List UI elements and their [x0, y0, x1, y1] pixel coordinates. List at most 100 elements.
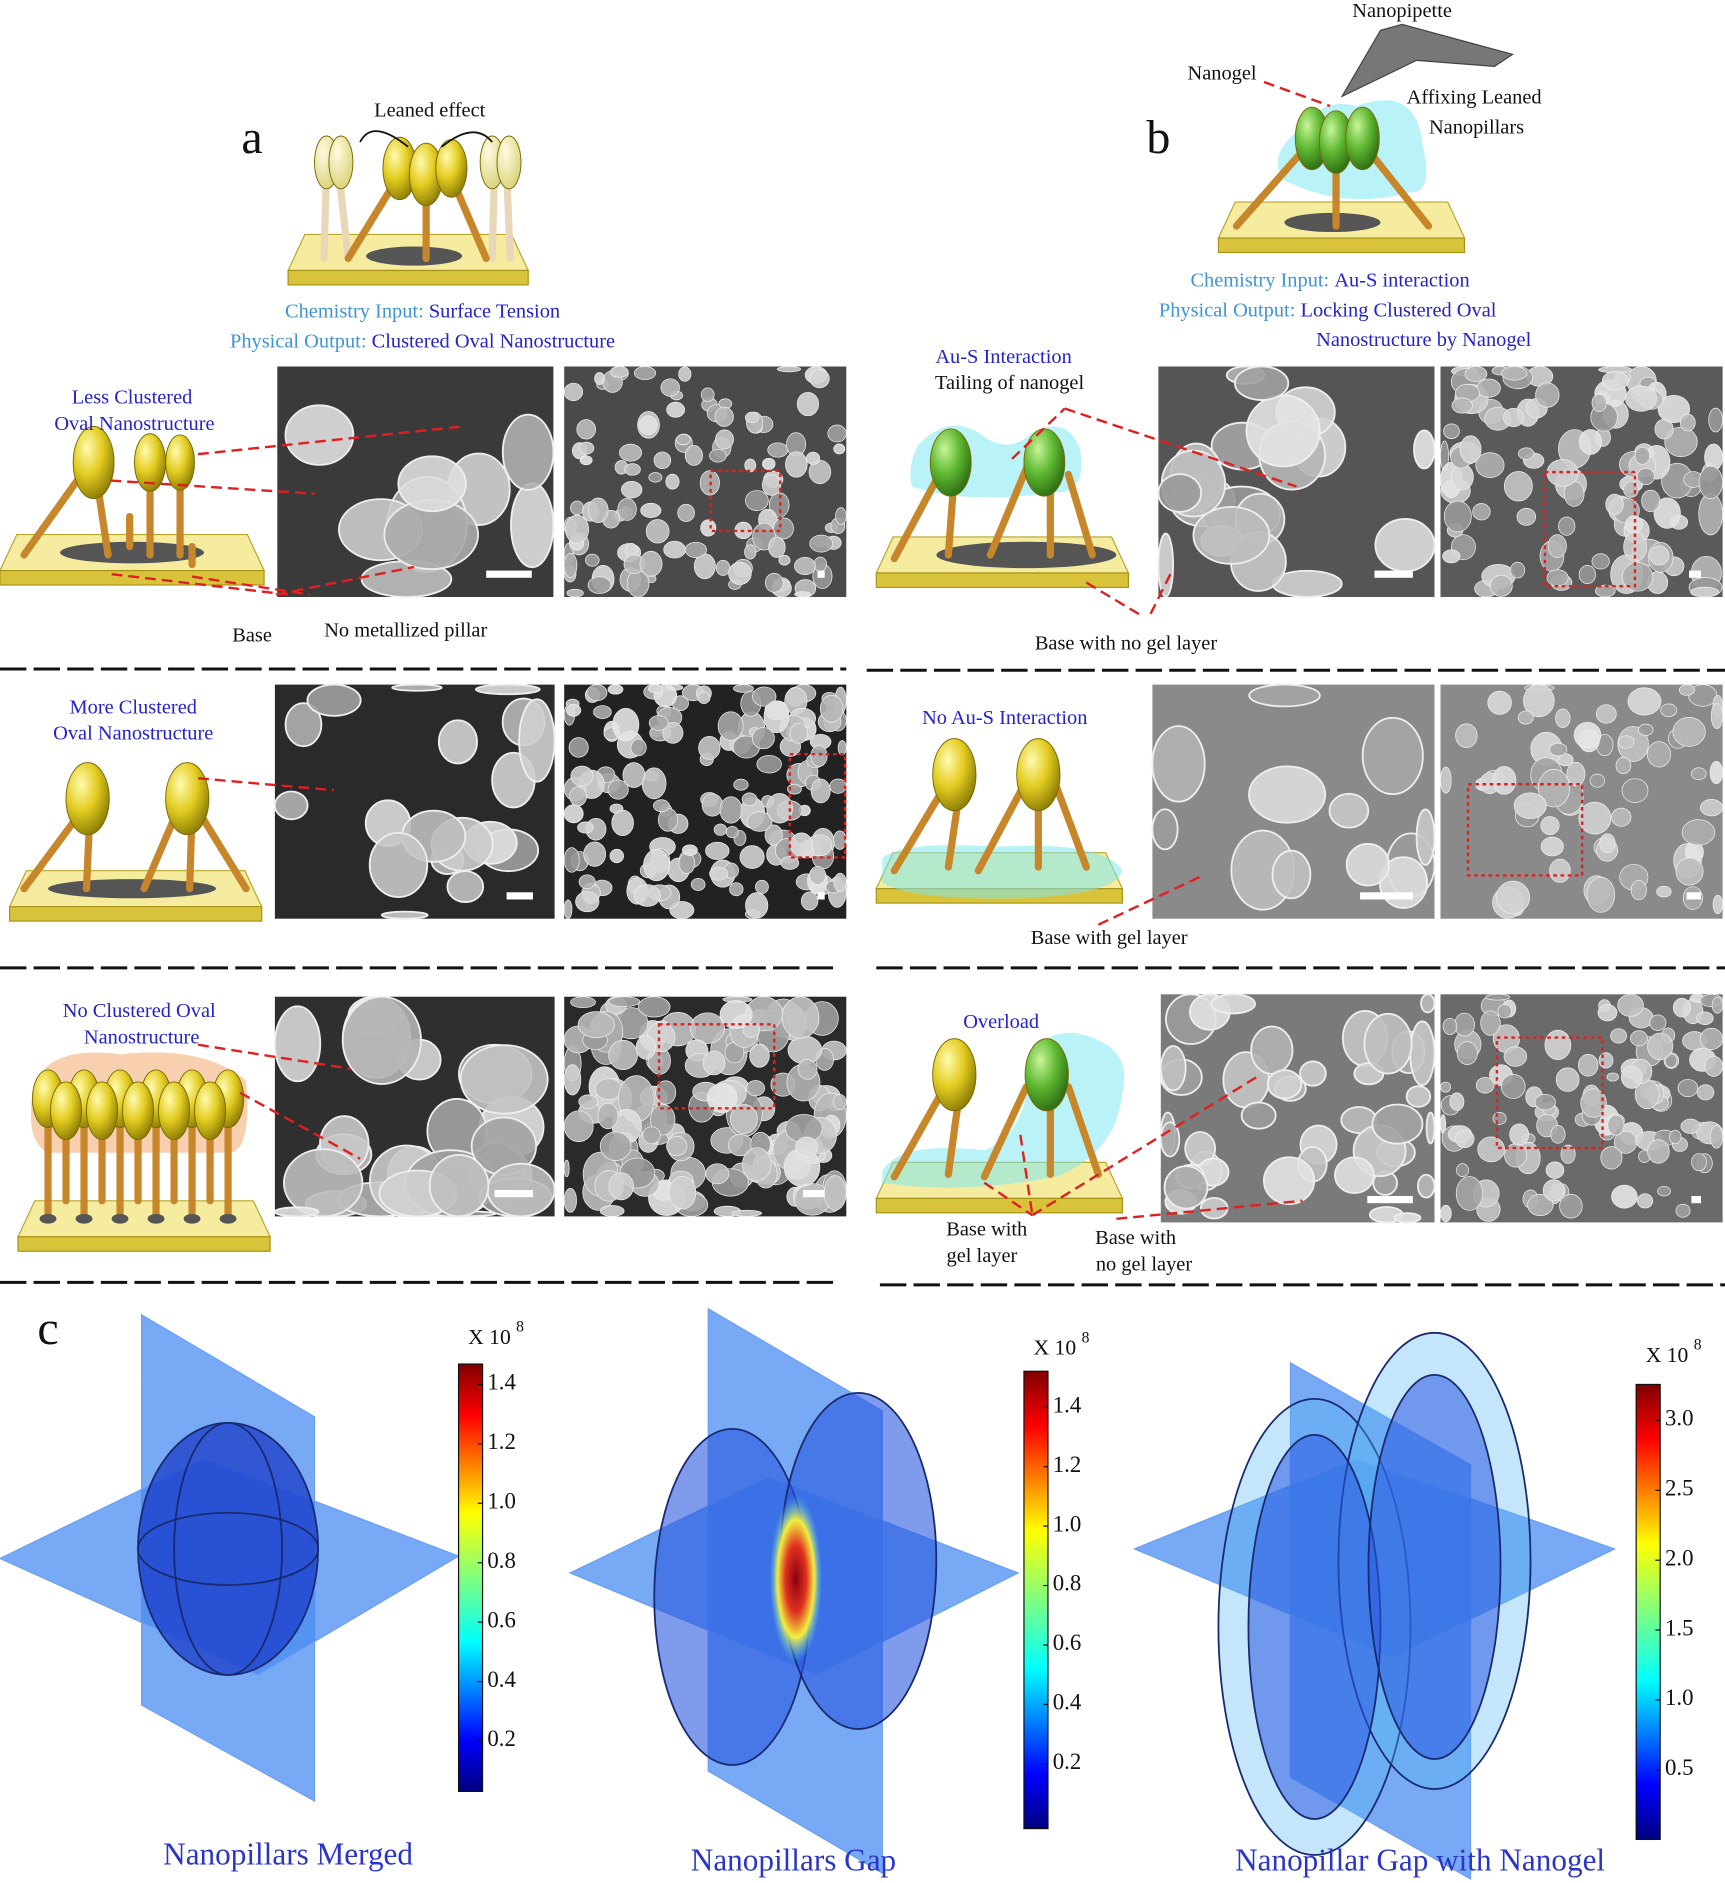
colorbar-tick-label: 1.4: [487, 1370, 516, 1395]
grain: [761, 474, 782, 496]
grain: [563, 847, 580, 873]
grain: [1601, 371, 1629, 391]
grain: [1623, 481, 1639, 498]
grain: [1627, 687, 1662, 716]
grain: [459, 1044, 549, 1115]
grain: [1597, 1004, 1618, 1022]
grain: [648, 472, 663, 483]
grain: [1638, 723, 1654, 736]
physical-output: Physical Output: Clustered Oval Nanostru…: [230, 330, 615, 352]
caption: Nanopillar Gap with Nanogel: [1235, 1843, 1605, 1878]
pillar: [986, 464, 1030, 559]
grain: [648, 684, 664, 694]
grain: [1649, 545, 1670, 566]
colorbar-tick-label: 2.0: [1665, 1545, 1694, 1570]
grain: [273, 790, 309, 821]
grain: [766, 793, 793, 824]
grain: [715, 429, 734, 450]
panel-label: c: [37, 1302, 58, 1355]
grain: [1646, 741, 1671, 768]
nanoparticle: [932, 738, 977, 812]
leader: [1031, 1073, 1262, 1217]
grain: [655, 1080, 677, 1105]
grain: [1443, 423, 1460, 439]
grain: [1449, 1092, 1465, 1111]
leader: [1148, 573, 1172, 616]
grain: [1696, 1011, 1714, 1025]
row-title: Oval Nanostructure: [54, 413, 214, 435]
grain: [739, 845, 765, 869]
leader: [197, 1043, 351, 1070]
grain: [1653, 497, 1681, 529]
grain: [1328, 792, 1370, 829]
grain: [1620, 1065, 1643, 1089]
grain: [1455, 723, 1478, 748]
grain: [391, 683, 443, 692]
grain: [714, 406, 734, 427]
grain: [1578, 429, 1603, 455]
grain: [1535, 382, 1560, 408]
grain: [1547, 534, 1567, 558]
leader: [1019, 1134, 1034, 1216]
grain: [1248, 683, 1321, 708]
grain: [1634, 446, 1651, 465]
nanoparticle: [65, 762, 110, 836]
grain: [1487, 690, 1512, 715]
colorbar: [457, 1363, 484, 1792]
grain: [341, 995, 422, 1085]
grain: [1157, 532, 1175, 598]
grain: [749, 1043, 770, 1068]
colorbar-tick-label: 1.0: [1665, 1685, 1694, 1710]
grain: [1440, 1081, 1452, 1093]
grain: [702, 1050, 726, 1076]
grain: [617, 498, 637, 521]
grain: [1266, 1069, 1303, 1100]
base: [219, 1213, 237, 1224]
colorbar-tick-label: 0.4: [487, 1667, 516, 1692]
grain: [808, 459, 832, 485]
note: No metallized pillar: [324, 619, 487, 641]
leader: [191, 575, 310, 596]
grain: [510, 482, 555, 569]
grain: [1476, 378, 1501, 398]
grain: [829, 778, 847, 794]
grain: [681, 844, 698, 856]
substrate-edge: [287, 269, 529, 286]
leader: [197, 777, 334, 792]
grain: [570, 500, 584, 516]
grain: [437, 719, 478, 765]
grain: [1580, 1088, 1607, 1118]
grain: [1509, 1123, 1530, 1146]
grain: [624, 463, 641, 476]
chemistry-input: Chemistry Input: Surface Tension: [285, 300, 560, 322]
grain: [1611, 807, 1632, 827]
grain: [1709, 1125, 1723, 1149]
grain: [1696, 1084, 1715, 1101]
grain: [642, 1126, 661, 1145]
grain: [1606, 1072, 1619, 1082]
grain: [1559, 1193, 1583, 1219]
grain: [733, 778, 749, 791]
grain: [823, 1175, 847, 1211]
grain: [633, 366, 657, 380]
colorbar-prefix: X 10: [1034, 1336, 1077, 1360]
grain: [678, 852, 696, 874]
grain: [575, 891, 600, 913]
grain: [790, 832, 813, 858]
grain: [763, 700, 790, 734]
grain: [1710, 702, 1723, 729]
grain: [1690, 586, 1720, 598]
substrate-edge: [0, 569, 265, 586]
nanoparticle: [496, 135, 522, 190]
grain: [1527, 1194, 1554, 1217]
grain: [563, 382, 584, 402]
grain: [764, 824, 783, 846]
nanoparticle: [328, 135, 354, 190]
grain: [609, 848, 624, 864]
grain: [1600, 1146, 1623, 1170]
grain: [643, 848, 670, 882]
nanoparticle: [932, 1038, 977, 1112]
grain: [380, 910, 429, 920]
leader: [1011, 407, 1066, 460]
grain: [690, 877, 706, 891]
